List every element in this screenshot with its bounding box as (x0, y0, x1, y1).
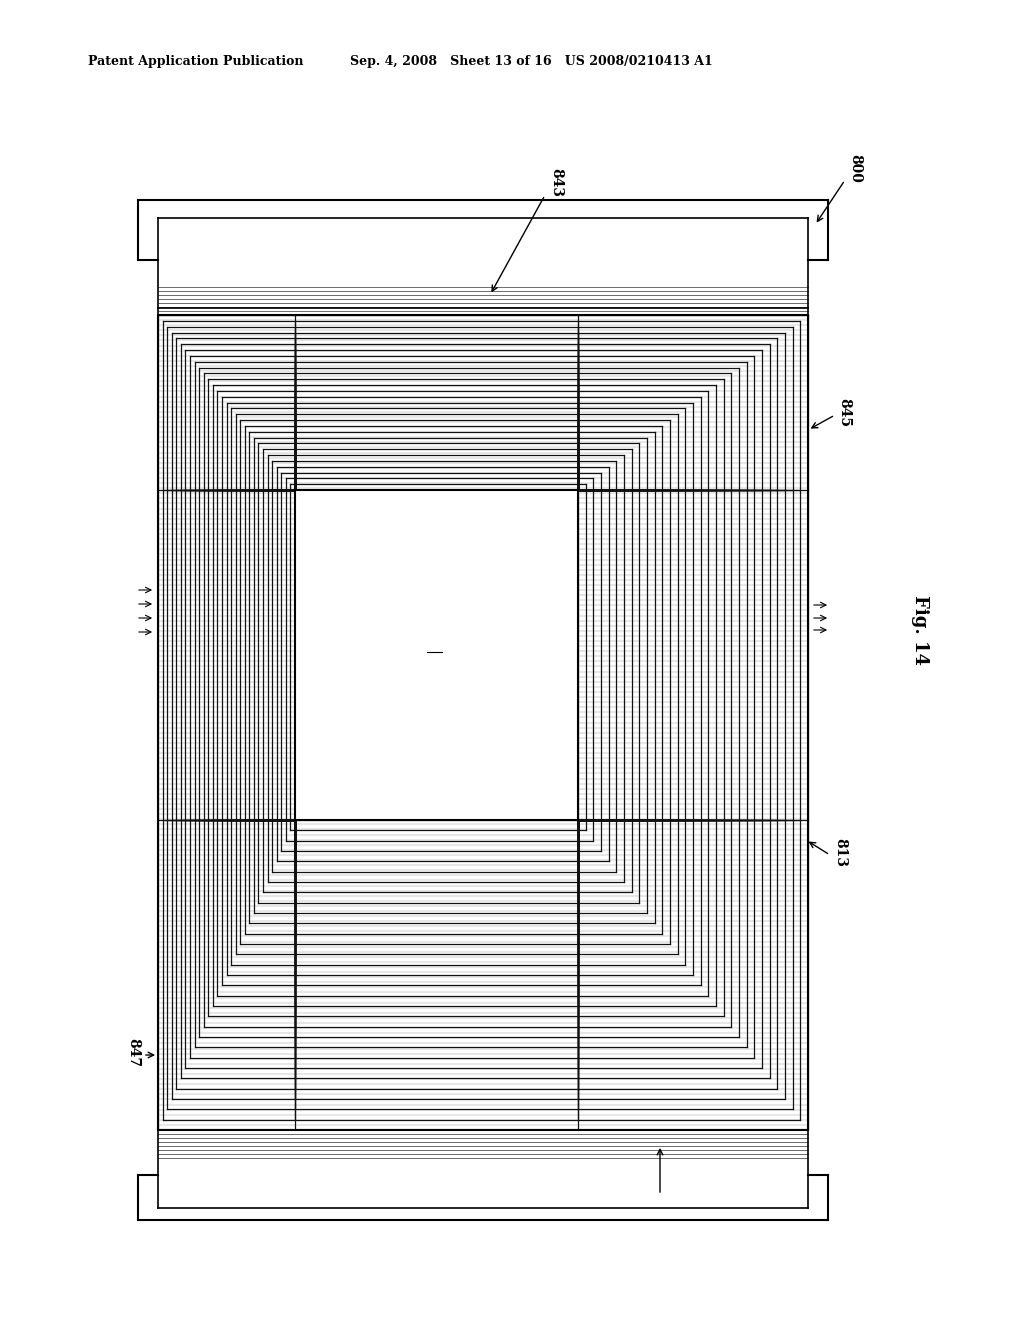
Text: 813: 813 (833, 838, 847, 867)
Text: 847: 847 (126, 1039, 140, 1068)
Text: 845: 845 (837, 397, 851, 426)
Text: 804: 804 (411, 638, 442, 652)
Text: 841: 841 (653, 1191, 667, 1220)
Bar (138, 201, 828, 315)
Text: Patent Application Publication: Patent Application Publication (88, 55, 303, 69)
Text: 800: 800 (848, 153, 862, 182)
Bar (295, 490, 578, 820)
Text: Sep. 4, 2008   Sheet 13 of 16   US 2008/0210413 A1: Sep. 4, 2008 Sheet 13 of 16 US 2008/0210… (350, 55, 713, 69)
Text: 843: 843 (549, 169, 563, 198)
Bar (138, 1130, 828, 1220)
Bar (158, 315, 808, 1130)
Text: Fig. 14: Fig. 14 (911, 595, 929, 665)
